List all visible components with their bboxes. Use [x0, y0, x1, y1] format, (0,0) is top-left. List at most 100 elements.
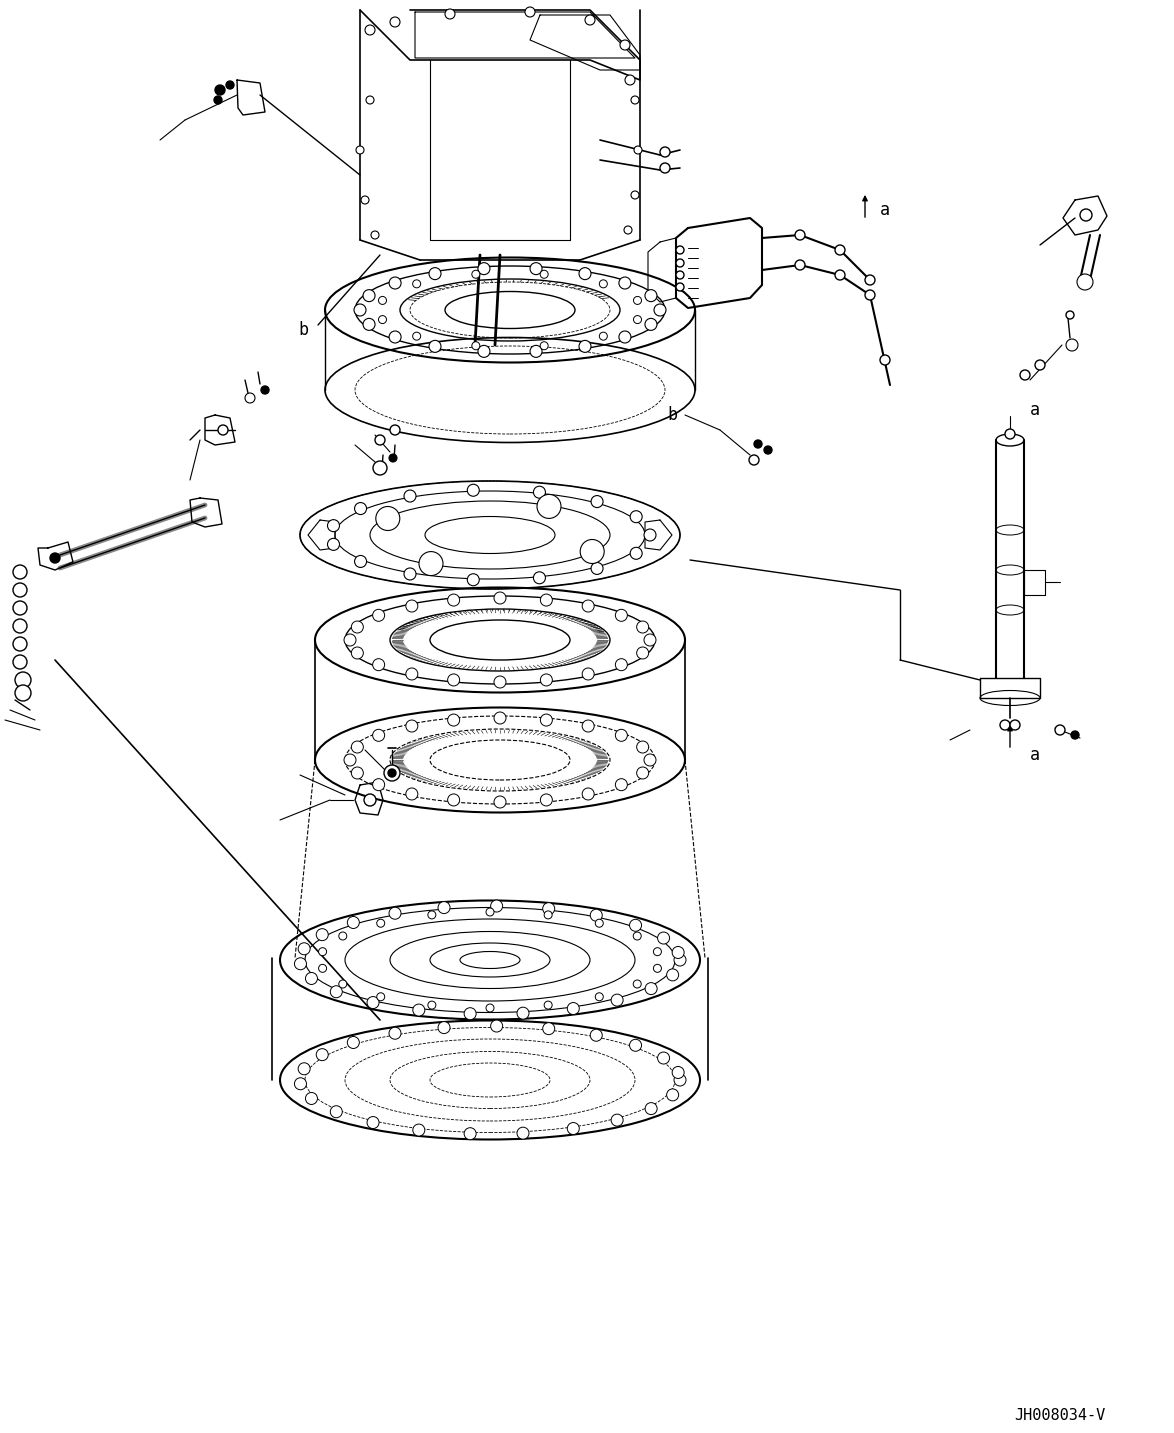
Circle shape — [371, 231, 379, 239]
Circle shape — [348, 1036, 359, 1049]
Circle shape — [582, 788, 594, 800]
Circle shape — [1000, 719, 1010, 729]
Circle shape — [372, 778, 385, 791]
Circle shape — [540, 595, 552, 606]
Circle shape — [835, 245, 845, 255]
Circle shape — [366, 96, 375, 105]
Circle shape — [467, 484, 479, 496]
Circle shape — [620, 40, 630, 50]
Circle shape — [636, 767, 649, 780]
Circle shape — [529, 262, 542, 275]
Circle shape — [540, 674, 552, 686]
Circle shape — [406, 668, 418, 681]
Circle shape — [625, 226, 632, 234]
Circle shape — [245, 393, 255, 403]
Circle shape — [582, 600, 594, 612]
Circle shape — [376, 506, 400, 530]
Circle shape — [619, 331, 630, 342]
Circle shape — [406, 788, 418, 800]
Circle shape — [467, 573, 479, 586]
Circle shape — [373, 461, 387, 474]
Circle shape — [384, 765, 400, 781]
Circle shape — [355, 556, 366, 567]
Circle shape — [389, 1027, 402, 1039]
Circle shape — [261, 385, 269, 394]
Circle shape — [427, 911, 436, 919]
Circle shape — [413, 279, 420, 288]
Circle shape — [636, 646, 649, 659]
Circle shape — [630, 510, 642, 523]
Circle shape — [645, 529, 656, 542]
Text: a: a — [880, 201, 890, 219]
Circle shape — [612, 1113, 623, 1126]
Circle shape — [447, 595, 460, 606]
Circle shape — [567, 1003, 579, 1015]
Circle shape — [540, 714, 552, 727]
Circle shape — [491, 1020, 502, 1032]
Circle shape — [419, 552, 443, 576]
Circle shape — [645, 318, 657, 331]
Text: a: a — [1030, 747, 1040, 764]
Circle shape — [1005, 428, 1016, 438]
Text: JH008034-V: JH008034-V — [1014, 1407, 1106, 1423]
Circle shape — [377, 993, 385, 1000]
Circle shape — [478, 345, 490, 357]
Circle shape — [478, 262, 490, 275]
Circle shape — [365, 24, 375, 34]
Circle shape — [634, 297, 641, 304]
Circle shape — [404, 490, 416, 502]
Circle shape — [674, 1073, 686, 1086]
Circle shape — [615, 609, 627, 622]
Circle shape — [15, 672, 31, 688]
Circle shape — [348, 917, 359, 929]
Circle shape — [529, 345, 542, 357]
Circle shape — [865, 275, 875, 285]
Circle shape — [579, 268, 591, 279]
Circle shape — [295, 1078, 306, 1089]
Circle shape — [1066, 340, 1078, 351]
Circle shape — [676, 246, 684, 254]
Circle shape — [1071, 731, 1079, 739]
Circle shape — [305, 1092, 317, 1105]
Circle shape — [591, 1029, 602, 1042]
Circle shape — [447, 714, 460, 727]
Circle shape — [1066, 311, 1074, 320]
Circle shape — [1010, 719, 1020, 729]
Circle shape — [525, 7, 535, 17]
Circle shape — [486, 1005, 494, 1012]
Circle shape — [406, 600, 418, 612]
Circle shape — [595, 993, 603, 1000]
Circle shape — [660, 163, 670, 173]
Circle shape — [464, 1007, 477, 1020]
Circle shape — [657, 931, 669, 944]
Circle shape — [580, 539, 605, 563]
Circle shape — [633, 980, 641, 987]
Circle shape — [363, 289, 375, 301]
Circle shape — [387, 770, 396, 777]
Circle shape — [472, 271, 480, 278]
Circle shape — [517, 1128, 529, 1139]
Circle shape — [351, 646, 363, 659]
Circle shape — [542, 903, 554, 914]
Circle shape — [634, 146, 642, 153]
Circle shape — [427, 1002, 436, 1009]
Circle shape — [540, 341, 548, 350]
Circle shape — [50, 553, 60, 563]
Circle shape — [339, 980, 346, 987]
Circle shape — [1020, 370, 1030, 380]
Circle shape — [295, 957, 306, 970]
Circle shape — [646, 983, 657, 995]
Circle shape — [630, 96, 639, 105]
Circle shape — [367, 1116, 379, 1129]
Circle shape — [464, 1128, 477, 1139]
Circle shape — [494, 712, 506, 724]
Circle shape — [330, 1106, 343, 1118]
Circle shape — [390, 426, 400, 436]
Circle shape — [372, 729, 385, 741]
Circle shape — [880, 355, 890, 365]
Circle shape — [378, 315, 386, 324]
Circle shape — [215, 85, 225, 95]
Circle shape — [615, 659, 627, 671]
Circle shape — [667, 969, 679, 980]
Circle shape — [865, 289, 875, 299]
